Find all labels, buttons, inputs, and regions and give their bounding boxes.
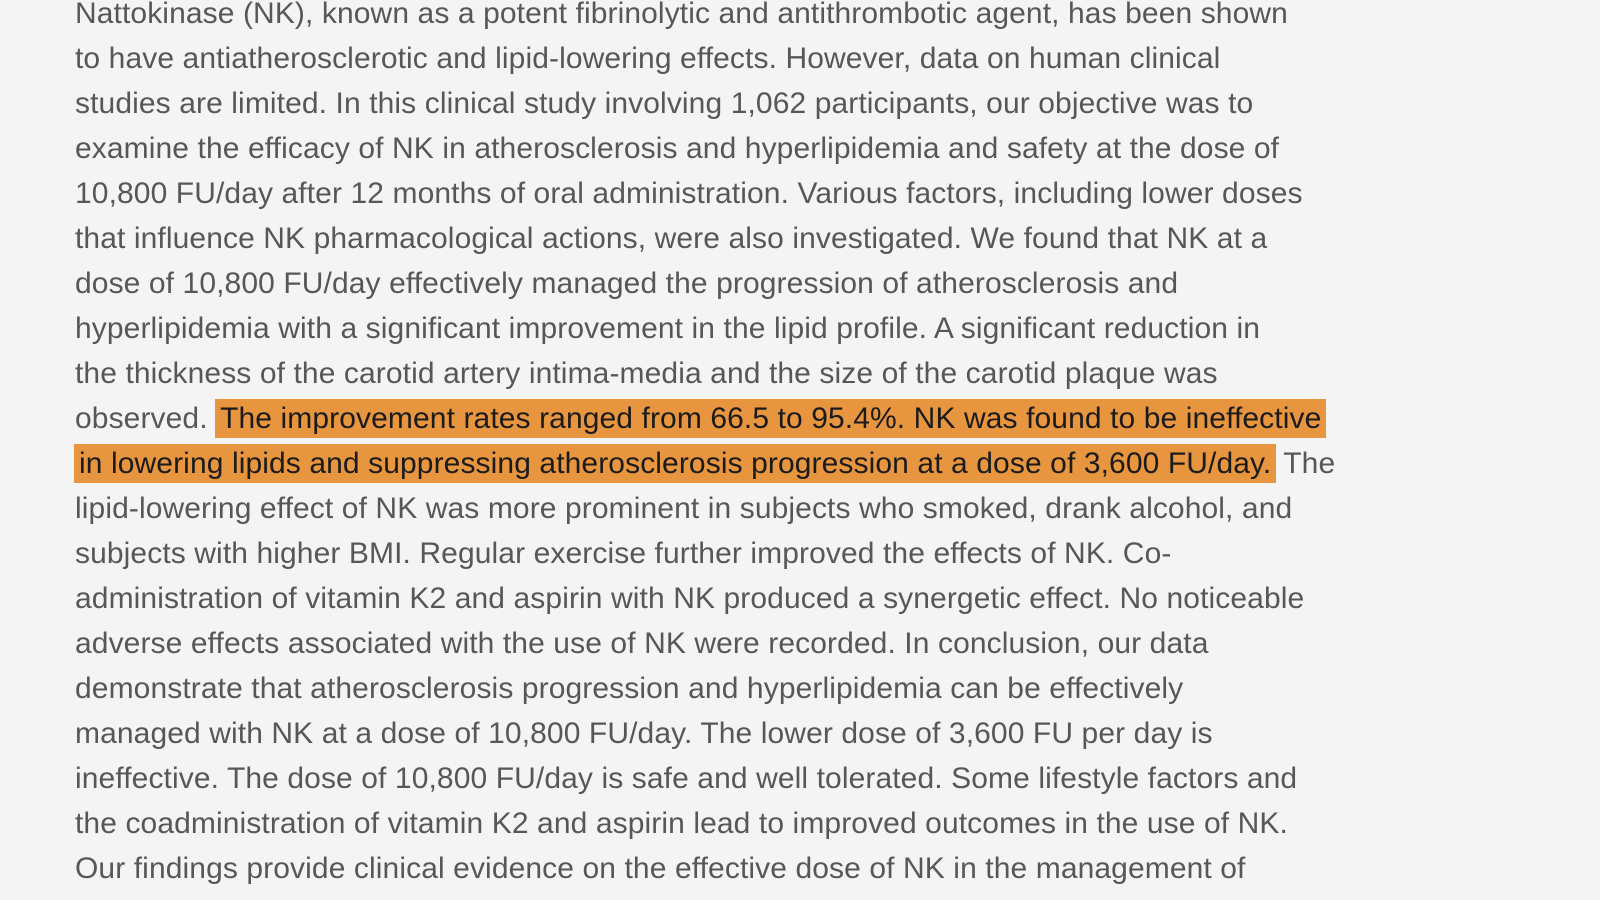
text-line: examine the efficacy of NK in atheroscle… xyxy=(75,126,1555,171)
highlighted-text: in lowering lipids and suppressing ather… xyxy=(74,444,1277,483)
text-segment: administration of vitamin K2 and aspirin… xyxy=(75,582,1305,615)
text-segment: dose of 10,800 FU/day effectively manage… xyxy=(75,267,1179,300)
text-line: Our findings provide clinical evidence o… xyxy=(75,846,1555,891)
text-segment: lipid-lowering effect of NK was more pro… xyxy=(75,492,1293,525)
text-segment: that influence NK pharmacological action… xyxy=(75,222,1268,255)
text-segment: observed. xyxy=(75,402,217,435)
text-segment: 10,800 FU/day after 12 months of oral ad… xyxy=(75,177,1303,210)
text-line: the thickness of the carotid artery inti… xyxy=(75,351,1555,396)
abstract-text-block: Nattokinase (NK), known as a potent fibr… xyxy=(74,0,1555,891)
text-segment: adverse effects associated with the use … xyxy=(75,627,1209,660)
text-segment: subjects with higher BMI. Regular exerci… xyxy=(75,537,1172,570)
text-segment: studies are limited. In this clinical st… xyxy=(75,87,1254,120)
text-segment: ineffective. The dose of 10,800 FU/day i… xyxy=(75,762,1298,795)
text-line: ineffective. The dose of 10,800 FU/day i… xyxy=(75,756,1555,801)
text-line: the coadministration of vitamin K2 and a… xyxy=(75,801,1555,846)
text-line: 10,800 FU/day after 12 months of oral ad… xyxy=(75,171,1555,216)
text-line: that influence NK pharmacological action… xyxy=(75,216,1555,261)
text-line: hyperlipidemia with a significant improv… xyxy=(75,306,1555,351)
highlighted-text: The improvement rates ranged from 66.5 t… xyxy=(215,399,1327,438)
text-line: in lowering lipids and suppressing ather… xyxy=(74,441,1555,486)
text-line: administration of vitamin K2 and aspirin… xyxy=(75,576,1555,621)
text-segment: examine the efficacy of NK in atheroscle… xyxy=(75,132,1280,165)
text-segment: the thickness of the carotid artery inti… xyxy=(75,357,1218,390)
text-segment: hyperlipidemia with a significant improv… xyxy=(75,312,1261,345)
text-segment: to have antiatherosclerotic and lipid-lo… xyxy=(75,42,1221,75)
text-line: subjects with higher BMI. Regular exerci… xyxy=(75,531,1555,576)
text-line: observed. The improvement rates ranged f… xyxy=(75,396,1555,441)
document-page: Nattokinase (NK), known as a potent fibr… xyxy=(74,0,1555,891)
text-line: to have antiatherosclerotic and lipid-lo… xyxy=(75,36,1555,81)
text-line: adverse effects associated with the use … xyxy=(75,621,1555,666)
text-line: studies are limited. In this clinical st… xyxy=(75,81,1555,126)
text-segment: Our findings provide clinical evidence o… xyxy=(75,852,1246,885)
text-segment: managed with NK at a dose of 10,800 FU/d… xyxy=(75,717,1213,750)
text-line: dose of 10,800 FU/day effectively manage… xyxy=(75,261,1555,306)
text-line: lipid-lowering effect of NK was more pro… xyxy=(75,486,1555,531)
text-line: demonstrate that atherosclerosis progres… xyxy=(75,666,1555,711)
text-line: managed with NK at a dose of 10,800 FU/d… xyxy=(75,711,1555,756)
text-segment: demonstrate that atherosclerosis progres… xyxy=(75,672,1184,705)
text-line: Nattokinase (NK), known as a potent fibr… xyxy=(75,0,1555,36)
text-segment: the coadministration of vitamin K2 and a… xyxy=(75,807,1288,840)
text-segment: The xyxy=(1275,447,1336,480)
text-segment: Nattokinase (NK), known as a potent fibr… xyxy=(75,0,1288,30)
